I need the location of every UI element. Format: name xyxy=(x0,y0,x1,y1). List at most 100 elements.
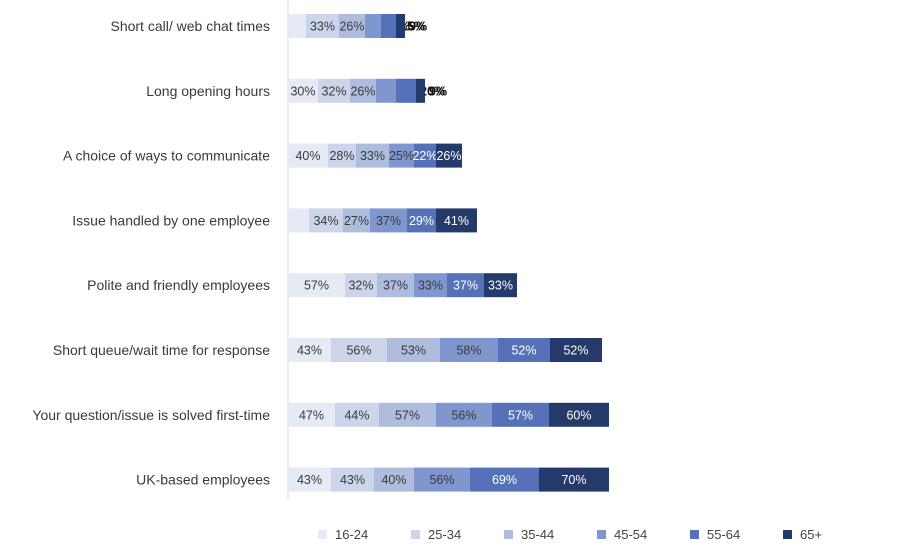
bar-segment xyxy=(288,14,306,38)
bar-segment xyxy=(343,208,370,233)
bar-segment xyxy=(379,402,436,427)
bar-segment xyxy=(436,208,477,233)
data-label: 69% xyxy=(492,473,517,487)
data-label: 32% xyxy=(348,279,373,293)
bar-segment xyxy=(539,467,609,492)
bar-row: 21%34%27%37%29%41% xyxy=(288,208,477,233)
bar-segment xyxy=(436,402,492,427)
bar-segment xyxy=(288,402,335,427)
bar-row: 30%32%26%20%20%9% xyxy=(288,78,447,103)
category-label: Short call/ web chat times xyxy=(110,18,270,34)
bar-row: 43% 56% 53% 58% 52% 52% xyxy=(288,338,602,362)
data-label: 33% xyxy=(418,279,443,293)
category-label: UK-based employees xyxy=(136,472,270,488)
bar-segment xyxy=(374,467,414,492)
data-label: 9% xyxy=(429,84,447,98)
bar-segment xyxy=(288,143,328,168)
data-label: 32% xyxy=(321,84,346,98)
data-label: 53% xyxy=(401,344,426,358)
data-label: 9% xyxy=(409,20,427,34)
bar-segment xyxy=(350,78,376,103)
bar-segment xyxy=(345,273,377,298)
bar-segment xyxy=(416,78,425,103)
bar-segment xyxy=(436,143,462,168)
legend-label: 16-24 xyxy=(335,527,368,542)
data-label: 37% xyxy=(453,279,478,293)
legend-swatch xyxy=(411,530,420,539)
bar-segment xyxy=(331,467,374,492)
category-label: A choice of ways to communicate xyxy=(63,148,270,164)
bar-segment xyxy=(389,143,414,168)
category-label: Long opening hours xyxy=(146,83,270,99)
legend-swatch xyxy=(597,530,606,539)
bar-segment xyxy=(470,467,539,492)
data-label: 47% xyxy=(299,408,324,422)
data-label: 29% xyxy=(409,214,434,228)
bars-group: 18%33%26%16%15%9%30%32%26%20%20%9%40%28%… xyxy=(288,14,609,492)
legend-label: 35-44 xyxy=(521,527,554,542)
bar-segment xyxy=(370,208,407,233)
bar-segment xyxy=(498,338,550,362)
data-label: 43% xyxy=(340,473,365,487)
bar-segment xyxy=(440,338,498,362)
bar-segment xyxy=(414,143,436,168)
bar-row: 43% 43% 40% 56% 69% 70% xyxy=(288,467,609,492)
data-label: 57% xyxy=(508,408,533,422)
data-label: 22% xyxy=(412,149,437,163)
category-label: Issue handled by one employee xyxy=(72,212,270,228)
data-label: 43% xyxy=(297,344,322,358)
legend-swatch xyxy=(318,530,327,539)
data-label: 58% xyxy=(456,344,481,358)
data-label: 56% xyxy=(346,344,371,358)
bar-segment xyxy=(396,78,416,103)
bar-segment xyxy=(377,273,414,298)
category-label: Polite and friendly employees xyxy=(87,277,270,293)
bar-segment xyxy=(288,338,331,362)
bar-row: 47% 44% 57% 56% 57% 60% xyxy=(288,402,609,427)
bar-segment xyxy=(288,208,309,233)
data-label: 43% xyxy=(297,473,322,487)
legend-item: 65+ xyxy=(783,527,822,542)
bar-segment xyxy=(288,467,331,492)
bar-segment xyxy=(550,338,602,362)
bar-segment xyxy=(381,14,396,38)
data-label: 37% xyxy=(383,279,408,293)
bar-segment xyxy=(387,338,440,362)
data-label: 33% xyxy=(360,149,385,163)
data-label: 28% xyxy=(329,149,354,163)
data-label: 27% xyxy=(344,214,369,228)
data-label: 25% xyxy=(389,149,414,163)
bar-segment xyxy=(309,208,343,233)
legend-item: 25-34 xyxy=(411,527,461,542)
legend-item: 55-64 xyxy=(690,527,740,542)
bar-segment xyxy=(365,14,381,38)
data-label: 33% xyxy=(488,279,513,293)
legend-swatch xyxy=(690,530,699,539)
legend-label: 45-54 xyxy=(614,527,647,542)
bar-segment xyxy=(414,467,470,492)
bar-segment xyxy=(407,208,436,233)
bar-segment xyxy=(484,273,517,298)
data-label: 52% xyxy=(511,344,536,358)
data-label: 52% xyxy=(563,344,588,358)
bar-segment xyxy=(447,273,484,298)
data-label: 34% xyxy=(313,214,338,228)
data-label: 26% xyxy=(339,20,364,34)
data-label: 56% xyxy=(451,408,476,422)
bar-segment xyxy=(549,402,609,427)
category-labels: Short call/ web chat times Long opening h… xyxy=(32,18,270,488)
bar-row: 57% 32% 37% 33% 37% 33% xyxy=(288,273,517,298)
category-label: Your question/issue is solved first-time xyxy=(32,407,270,423)
bar-segment xyxy=(288,273,345,298)
bar-segment xyxy=(396,14,405,38)
legend-label: 25-34 xyxy=(428,527,461,542)
data-label: 37% xyxy=(376,214,401,228)
data-label: 60% xyxy=(566,408,591,422)
data-label: 57% xyxy=(304,279,329,293)
bar-segment xyxy=(356,143,389,168)
legend-item: 45-54 xyxy=(597,527,647,542)
data-label: 40% xyxy=(381,473,406,487)
legend: 16-24 25-34 35-44 45-54 55-64 65+ xyxy=(318,527,822,542)
